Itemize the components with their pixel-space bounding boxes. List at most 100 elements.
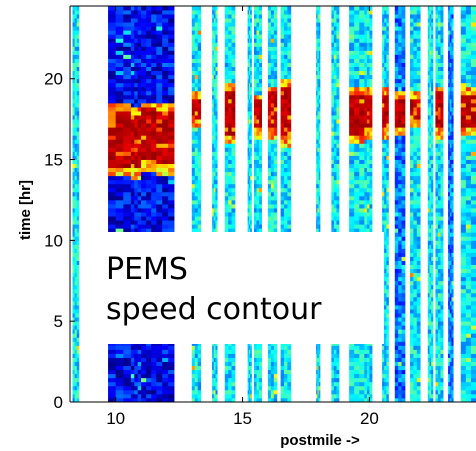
heatmap-cell [141, 151, 147, 156]
heatmap-cell [146, 135, 152, 140]
heatmap-cell [212, 377, 215, 383]
heatmap-cell [162, 26, 169, 31]
heatmap-cell [354, 361, 360, 367]
heatmap-cell [151, 82, 157, 88]
heatmap-cell [197, 377, 202, 383]
heatmap-cell [250, 135, 252, 140]
heatmap-cell [287, 66, 292, 72]
heatmap-cell [267, 393, 272, 399]
heatmap-cell [137, 220, 142, 225]
heatmap-cell [384, 268, 387, 274]
heatmap-cell [359, 204, 365, 209]
heatmap-cell [253, 58, 257, 63]
heatmap-cell [354, 135, 360, 140]
heatmap-cell [215, 204, 218, 209]
heatmap-cell [250, 42, 252, 47]
heatmap-cell [123, 135, 132, 140]
heatmap-cell [247, 369, 250, 375]
heatmap-cell [280, 171, 285, 177]
heatmap-cell [359, 381, 365, 387]
heatmap-cell [123, 86, 132, 92]
heatmap-cell [213, 385, 216, 391]
heatmap-cell [250, 74, 252, 80]
heatmap-cell [287, 22, 292, 27]
heatmap-cell [224, 220, 229, 225]
heatmap-cell [146, 191, 152, 197]
heatmap-cell [284, 10, 288, 15]
heatmap-cell [364, 353, 368, 358]
heatmap-cell [382, 115, 385, 120]
heatmap-cell [317, 46, 320, 51]
heatmap-cell [130, 199, 135, 205]
heatmap-cell [354, 90, 360, 96]
heatmap-cell [386, 127, 389, 132]
heatmap-cell [108, 361, 117, 367]
heatmap-cell [273, 349, 278, 354]
heatmap-cell [369, 212, 373, 217]
heatmap-cell [336, 195, 340, 201]
heatmap-cell [270, 30, 275, 35]
heatmap-cell [228, 155, 232, 160]
heatmap-cell [76, 167, 80, 173]
heatmap-cell [247, 385, 250, 391]
heatmap-cell [273, 224, 278, 229]
heatmap-cell [256, 46, 260, 51]
heatmap-cell [74, 30, 78, 35]
heatmap-cell [74, 115, 78, 120]
heatmap-cell [197, 349, 202, 354]
heatmap-cell [273, 187, 278, 193]
heatmap-cell [287, 82, 292, 88]
heatmap-cell [224, 107, 229, 112]
heatmap-cell [72, 159, 76, 164]
heatmap-cell [76, 111, 80, 116]
heatmap-cell [259, 107, 262, 112]
heatmap-cell [280, 86, 285, 92]
heatmap-cell [270, 115, 275, 120]
heatmap-cell [316, 377, 318, 383]
heatmap-cell [156, 220, 163, 225]
heatmap-cell [213, 167, 216, 173]
heatmap-cell [228, 389, 232, 395]
heatmap-cell [76, 288, 80, 294]
heatmap-cell [331, 163, 335, 169]
heatmap-cell [72, 163, 76, 169]
heatmap-cell [76, 280, 80, 286]
heatmap-cell [76, 86, 80, 92]
heatmap-cell [273, 220, 278, 225]
heatmap-cell [213, 26, 216, 31]
heatmap-cell [141, 70, 147, 76]
heatmap-cell [267, 34, 272, 39]
heatmap-cell [366, 14, 370, 19]
heatmap-cell [316, 199, 318, 205]
heatmap-cell [76, 208, 80, 213]
heatmap-cell [115, 199, 124, 205]
heatmap-cell [137, 175, 142, 181]
heatmap-cell [191, 30, 196, 35]
heatmap-cell [259, 199, 262, 205]
heatmap-cell [191, 151, 196, 156]
heatmap-cell [76, 313, 80, 318]
heatmap-cell [386, 131, 389, 136]
heatmap-cell [336, 115, 340, 120]
heatmap-cell [134, 389, 139, 395]
heatmap-cell [76, 171, 80, 177]
heatmap-cell [151, 58, 157, 63]
heatmap-cell [224, 22, 229, 27]
heatmap-cell [369, 361, 373, 367]
heatmap-cell [349, 86, 355, 92]
heatmap-cell [168, 216, 175, 221]
heatmap-cell [256, 38, 260, 43]
heatmap-cell [287, 199, 292, 205]
heatmap-cell [248, 195, 251, 201]
heatmap-cell [256, 361, 260, 367]
heatmap-cell [151, 369, 157, 375]
heatmap-cell [248, 204, 251, 209]
heatmap-cell [137, 66, 142, 72]
heatmap-cell [231, 22, 236, 27]
heatmap-cell [151, 107, 157, 112]
heatmap-cell [212, 393, 215, 399]
heatmap-cell [259, 187, 262, 193]
heatmap-cell [317, 82, 320, 88]
heatmap-cell [76, 18, 80, 23]
heatmap-cell [134, 62, 139, 68]
